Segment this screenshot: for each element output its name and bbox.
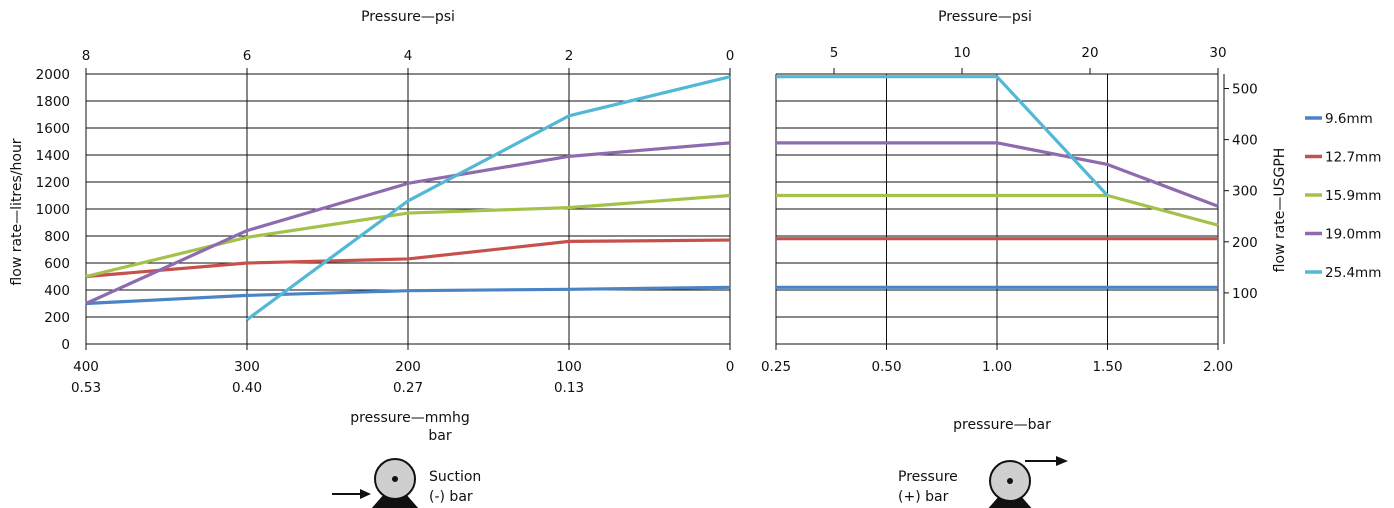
series-line-15.9mm <box>85 193 731 279</box>
legend-label: 12.7mm <box>1325 150 1381 166</box>
series-line-19.0mm <box>85 141 731 305</box>
right-y-tick-label: 300 <box>1232 184 1258 200</box>
top-psi-tick-label: 2 <box>565 48 574 64</box>
top-axis-title: Pressure—psi <box>361 9 455 25</box>
top-axis-title: Pressure—psi <box>938 9 1032 25</box>
bottom-mmhg-tick-label: 300 <box>234 359 260 375</box>
bottom-bar-tick-label: 1.50 <box>1092 359 1122 375</box>
y-tick-label: 1200 <box>36 175 70 191</box>
suction-panel: 0200400600800100012001400160018002000840… <box>9 9 734 444</box>
top-psi-tick-label: 6 <box>243 48 252 64</box>
right-y-tick-label: 400 <box>1232 133 1258 149</box>
y-tick-label: 1400 <box>36 148 70 164</box>
pump-base <box>371 493 419 508</box>
bottom-bar-tick-label: 0.50 <box>871 359 901 375</box>
series-line-12.7mm <box>85 238 731 279</box>
x-axis-title-bar: bar <box>428 428 451 444</box>
legend-label: 19.0mm <box>1325 227 1381 243</box>
y-tick-label: 2000 <box>36 67 70 83</box>
top-psi-tick-label: 4 <box>404 48 413 64</box>
y-tick-label: 1000 <box>36 202 70 218</box>
pump-shaft-dot <box>1007 478 1013 484</box>
y-tick-label: 0 <box>61 337 70 353</box>
bottom-mmhg-tick-label: 100 <box>556 359 582 375</box>
legend-item: 15.9mm <box>1305 188 1381 204</box>
bottom-bar-tick-label: 2.00 <box>1203 359 1233 375</box>
suction-bar-label: (-) bar <box>429 489 473 505</box>
y-axis-title-right: flow rate—USGPH <box>1272 148 1288 273</box>
suction-label: Suction <box>429 469 481 485</box>
y-tick-label: 800 <box>44 229 70 245</box>
right-y-tick-label: 200 <box>1232 235 1258 251</box>
top-psi-tick-label: 8 <box>82 48 91 64</box>
bottom-bar-tick-label: 0.25 <box>761 359 791 375</box>
x-axis-title-bar: pressure—bar <box>953 417 1051 433</box>
top-psi-tick-label: 20 <box>1081 45 1098 61</box>
outflow-arrow-icon <box>1056 456 1068 466</box>
bottom-mmhg-tick-label: 400 <box>73 359 99 375</box>
legend-label: 9.6mm <box>1325 111 1373 127</box>
pressure-pump-diagram: Pressure (+) bar <box>898 456 1068 508</box>
y-tick-label: 1800 <box>36 94 70 110</box>
y-axis-title: flow rate—litres/hour <box>9 138 25 285</box>
y-tick-label: 400 <box>44 283 70 299</box>
bottom-bar-tick-label: 0.27 <box>393 380 423 396</box>
right-y-tick-label: 500 <box>1232 82 1258 98</box>
legend-item: 19.0mm <box>1305 227 1381 243</box>
legend-item: 9.6mm <box>1305 111 1373 127</box>
bottom-bar-tick-label: 0.13 <box>554 380 584 396</box>
legend-label: 15.9mm <box>1325 188 1381 204</box>
top-psi-tick-label: 10 <box>953 45 970 61</box>
bottom-bar-tick-label: 0.40 <box>232 380 262 396</box>
pump-shaft-dot <box>392 476 398 482</box>
top-psi-tick-label: 5 <box>830 45 839 61</box>
y-tick-label: 200 <box>44 310 70 326</box>
right-y-tick-label: 100 <box>1232 286 1258 302</box>
series-line-19.0mm <box>776 141 1219 208</box>
bottom-bar-tick-label: 1.00 <box>982 359 1012 375</box>
bottom-bar-tick-label: 0.53 <box>71 380 101 396</box>
series-line-25.4mm <box>776 75 1109 197</box>
pressure-panel: 0.25 0.50 1.00 1.50 2.00 5 10 20 30 100 200 300 400 5… <box>761 9 1288 433</box>
bottom-mmhg-tick-label: 0 <box>726 359 735 375</box>
x-axis-title-mmhg: pressure—mmhg <box>350 410 470 426</box>
pressure-label: Pressure <box>898 469 958 485</box>
top-psi-tick-label: 30 <box>1209 45 1226 61</box>
bottom-mmhg-tick-label: 200 <box>395 359 421 375</box>
legend-item: 25.4mm <box>1305 265 1381 281</box>
suction-pump-diagram: Suction (-) bar <box>332 458 481 508</box>
series-line-9.6mm <box>85 285 731 306</box>
y-tick-label: 600 <box>44 256 70 272</box>
series-line-25.4mm <box>246 75 731 321</box>
legend-item: 12.7mm <box>1305 150 1381 166</box>
inflow-arrow-icon <box>360 489 371 499</box>
legend: 9.6mm 12.7mm 15.9mm 19.0mm 25.4mm <box>1305 111 1381 281</box>
legend-label: 25.4mm <box>1325 265 1381 281</box>
y-tick-label: 1600 <box>36 121 70 137</box>
pressure-bar-label: (+) bar <box>898 489 949 505</box>
top-psi-tick-label: 0 <box>726 48 735 64</box>
